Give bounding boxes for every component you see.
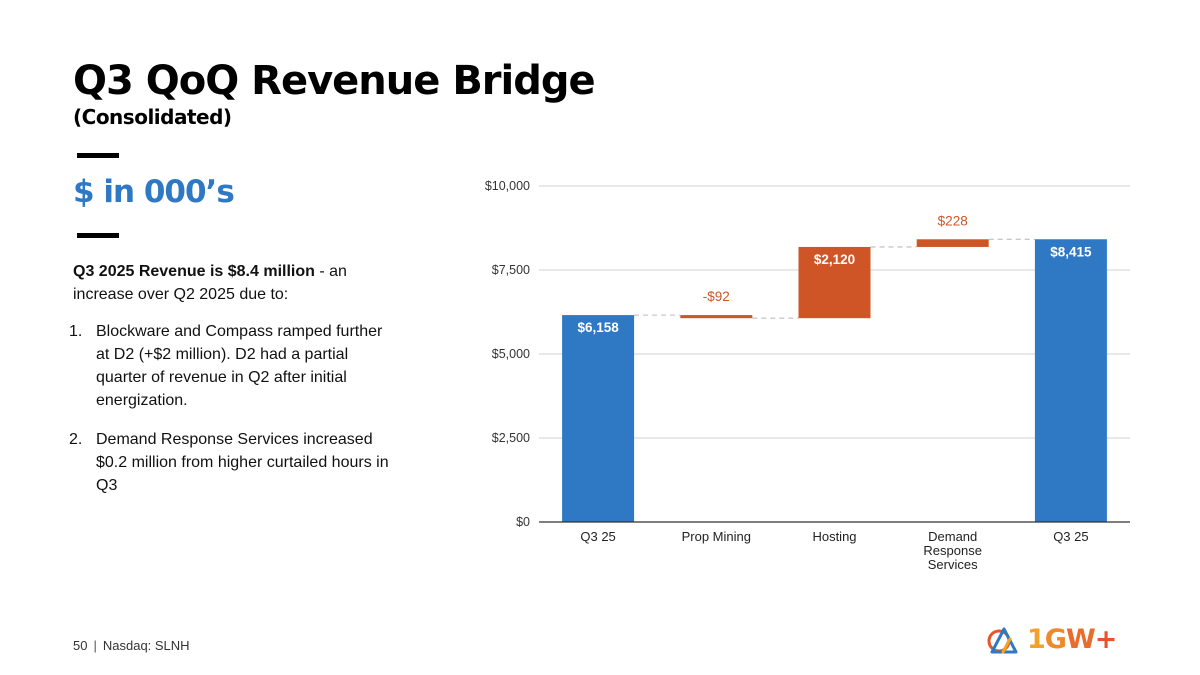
y-tick-label: $10,000 [485, 179, 530, 193]
bar [562, 315, 635, 522]
list-item-text: Blockware and Compass ramped further at … [96, 323, 383, 409]
y-tick-label: $0 [516, 515, 530, 529]
x-tick-label: Hosting [812, 529, 856, 544]
data-label: $228 [938, 213, 968, 228]
y-tick-label: $2,500 [492, 431, 530, 445]
x-tick-label: Prop Mining [682, 529, 751, 544]
bar [798, 246, 871, 319]
y-tick-label: $7,500 [492, 263, 530, 277]
page-number: 50 [73, 638, 88, 653]
page-subtitle: (Consolidated) [73, 105, 232, 129]
bar [1034, 239, 1107, 523]
list-item-number: 2. [69, 431, 83, 448]
data-label: $2,120 [814, 252, 855, 267]
commentary-lead: Q3 2025 Revenue is $8.4 million - an inc… [73, 260, 393, 306]
footer: 50 | Nasdaq: SLNH [73, 638, 190, 653]
logo-mark-icon [987, 627, 1018, 654]
logo-wordmark: 1GW+ [1027, 624, 1117, 655]
x-tick-label: Q3 25 [1053, 529, 1088, 544]
divider-bottom [77, 233, 119, 238]
bar [916, 239, 989, 247]
exchange-ticker: Nasdaq: SLNH [102, 638, 190, 653]
y-tick-label: $5,000 [492, 347, 530, 361]
x-tick-label: Q3 25 [580, 529, 615, 544]
revenue-bridge-chart: $0 $2,500 $5,000 $7,500 $10,000 $6,158 Q3 25 -$… [485, 179, 1130, 572]
data-label: -$92 [703, 289, 730, 304]
commentary-list: 1. Blockware and Compass ramped further a… [69, 320, 393, 497]
bar [680, 315, 753, 319]
list-item-number: 1. [69, 323, 83, 340]
commentary-lead-rest: - an increase over Q2 2025 due to: [73, 263, 347, 303]
page-title: Q3 QoQ Revenue Bridge [73, 58, 596, 104]
data-label: $8,415 [1050, 244, 1092, 259]
data-label: $6,158 [577, 320, 619, 335]
divider-top [77, 153, 119, 158]
company-logo: 1GW+ [986, 621, 1117, 659]
units-label: $ in 000’s [73, 174, 235, 210]
footer-separator: | [93, 638, 97, 653]
x-tick-label: Demand Response Services [923, 529, 982, 572]
list-item: 2. Demand Response Services increased $0.… [69, 428, 393, 497]
commentary: Q3 2025 Revenue is $8.4 million - an inc… [69, 260, 393, 513]
list-item-text: Demand Response Services increased $0.2 … [96, 431, 389, 494]
list-item: 1. Blockware and Compass ramped further a… [69, 320, 393, 412]
commentary-lead-bold: Q3 2025 Revenue is $8.4 million [73, 263, 315, 280]
